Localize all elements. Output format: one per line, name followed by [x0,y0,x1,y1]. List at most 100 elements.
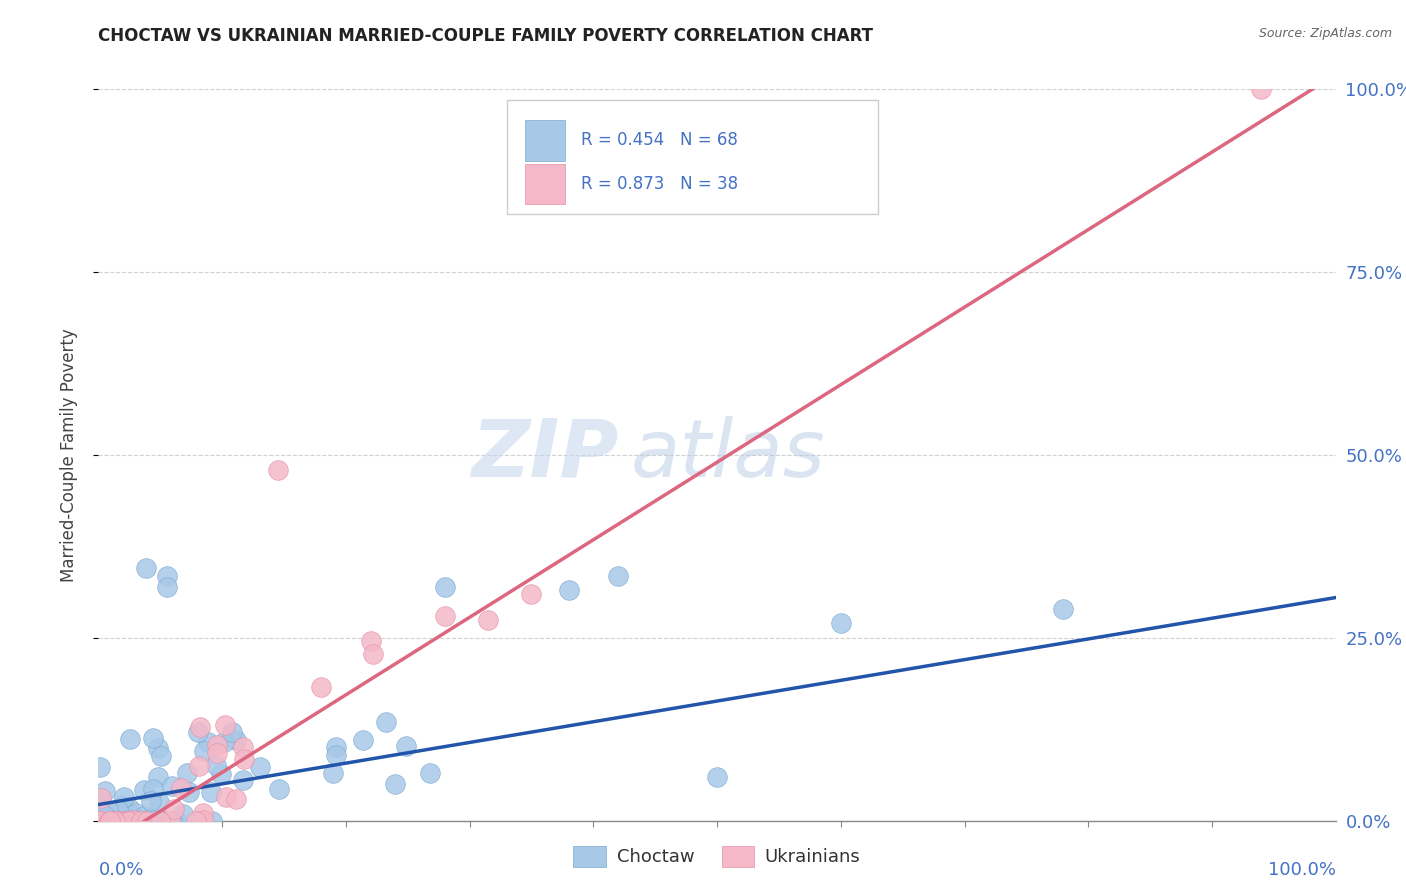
Point [90,790,112,805]
Legend: Choctaw, Ukrainians: Choctaw, Ukrainians [567,838,868,874]
Point [105,814,128,828]
Point [129,814,152,828]
Point [209,767,232,781]
Point [214,718,236,732]
Point [134,814,156,828]
Point [1250,82,1272,96]
Point [134,809,156,823]
Point [146,740,169,755]
Point [166,814,188,828]
Point [132,783,155,797]
Point [104,814,127,828]
Point [325,740,347,755]
Point [89,760,111,774]
Point [98,814,121,828]
Point [172,806,194,821]
Point [477,613,499,627]
Point [97,803,120,817]
Point [193,744,215,758]
Point [201,814,224,828]
Point [186,814,208,828]
Point [193,806,215,821]
Text: atlas: atlas [630,416,825,494]
Point [122,813,145,827]
Point [360,634,382,648]
Point [179,785,201,799]
Point [101,814,124,828]
Point [433,580,456,594]
Point [120,732,142,747]
Point [149,749,172,764]
Point [205,757,228,772]
Point [125,805,148,820]
Text: CHOCTAW VS UKRAINIAN MARRIED-COUPLE FAMILY POVERTY CORRELATION CHART: CHOCTAW VS UKRAINIAN MARRIED-COUPLE FAMI… [98,27,873,45]
Point [89,814,111,828]
Point [160,814,183,828]
Point [142,731,165,745]
Point [395,739,418,753]
Point [107,803,129,817]
Point [146,770,169,784]
Point [135,560,157,574]
Text: ZIP: ZIP [471,416,619,494]
Text: R = 0.873   N = 38: R = 0.873 N = 38 [581,176,738,194]
Point [131,814,153,828]
Point [110,814,132,828]
Point [557,583,579,598]
Point [706,770,728,784]
Point [90,797,112,811]
Text: Source: ZipAtlas.com: Source: ZipAtlas.com [1258,27,1392,40]
Point [225,792,247,806]
Point [322,765,344,780]
Point [267,781,290,796]
Point [267,462,290,476]
Point [188,759,211,773]
Point [170,781,193,796]
Point [221,724,243,739]
Point [187,725,209,739]
Point [419,766,441,780]
Point [118,814,141,828]
Point [148,795,170,809]
Point [160,814,183,828]
Point [225,732,247,747]
Point [232,773,254,788]
Y-axis label: Married-Couple Family Poverty: Married-Couple Family Poverty [59,328,77,582]
Point [121,808,143,822]
Point [94,814,117,828]
Point [325,747,347,762]
Point [232,739,254,754]
Point [112,789,135,804]
Point [155,814,177,828]
Point [93,808,115,822]
Point [233,752,256,766]
Point [205,746,228,760]
Point [89,814,111,828]
Point [607,568,630,582]
Point [94,784,117,798]
Point [200,784,222,798]
Point [830,616,852,631]
Text: R = 0.454   N = 68: R = 0.454 N = 68 [581,131,738,149]
Point [205,738,228,752]
Point [374,714,396,729]
Point [111,798,134,813]
FancyBboxPatch shape [506,100,877,213]
Point [249,760,271,774]
Point [156,569,179,583]
Point [159,814,181,828]
Point [141,794,163,808]
Point [97,814,120,828]
Point [156,580,179,594]
Point [193,813,215,827]
Point [149,814,172,828]
Point [384,777,406,791]
Bar [526,120,565,161]
Point [212,735,235,749]
Point [433,608,456,623]
Point [152,814,174,828]
Point [309,680,332,694]
Point [114,814,136,828]
Point [176,765,198,780]
Point [188,720,211,734]
